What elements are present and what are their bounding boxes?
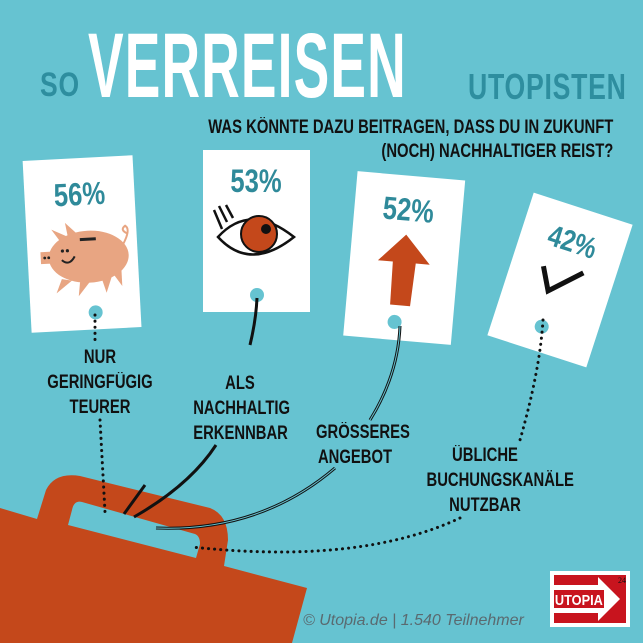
card-42: 42% bbox=[487, 192, 633, 368]
label-line: ANGEBOT bbox=[317, 447, 393, 468]
label-line: ÜBLICHE bbox=[452, 445, 518, 466]
label-card-56: NUR GERINGFÜGIG TEURER bbox=[30, 345, 170, 420]
card-56: 56% bbox=[22, 155, 142, 333]
question-line-1: WAS KÖNNTE DAZU BEITRAGEN, DASS DU IN ZU… bbox=[207, 117, 613, 138]
piggy-bank-icon bbox=[40, 222, 129, 297]
source-credit: © Utopia.de | 1.540 Teilnehmer bbox=[303, 612, 524, 629]
survey-question: WAS KÖNNTE DAZU BEITRAGEN, DASS DU IN ZU… bbox=[93, 116, 613, 164]
label-line: TEURER bbox=[69, 397, 131, 418]
label-line: NACHHALTIG bbox=[193, 398, 291, 419]
logo-text: UTOPIA bbox=[555, 591, 603, 608]
card-value: 56% bbox=[53, 176, 106, 214]
card-52: 52% bbox=[343, 171, 466, 345]
eye-icon bbox=[212, 204, 297, 256]
question-line-2: (NOCH) NACHHALTIGER REIST? bbox=[381, 141, 613, 162]
stamp-value: 24 bbox=[618, 576, 626, 585]
label-line: BUCHUNGSKANÄLE bbox=[426, 470, 574, 491]
card-strings bbox=[93, 297, 545, 554]
label-line: ERKENNBAR bbox=[193, 423, 288, 444]
card-value: 52% bbox=[381, 191, 435, 231]
label-line: NUR bbox=[83, 347, 117, 368]
label-card-52: GRÖSSERES ANGEBOT bbox=[305, 420, 410, 470]
checkmark-icon bbox=[540, 265, 585, 295]
arrow-up-icon bbox=[377, 234, 430, 307]
page-title: VERREISEN bbox=[88, 15, 407, 117]
title-suffix: UTOPISTEN bbox=[468, 66, 627, 107]
title-prefix: SO bbox=[40, 66, 80, 104]
label-line: NUTZBAR bbox=[449, 495, 521, 516]
card-53: 53% bbox=[203, 150, 310, 312]
label-line: GERINGFÜGIG bbox=[47, 372, 153, 393]
label-card-42: ÜBLICHE BUCHUNGSKANÄLE NUTZBAR bbox=[410, 443, 574, 518]
label-card-53: ALS NACHHALTIG ERKENNBAR bbox=[180, 371, 300, 446]
label-line: GRÖSSERES bbox=[316, 422, 410, 443]
suitcase-icon bbox=[0, 475, 307, 643]
card-value: 53% bbox=[230, 164, 281, 199]
utopia-logo: UTOPIA 24 bbox=[550, 571, 630, 627]
label-line: ALS bbox=[225, 373, 255, 394]
